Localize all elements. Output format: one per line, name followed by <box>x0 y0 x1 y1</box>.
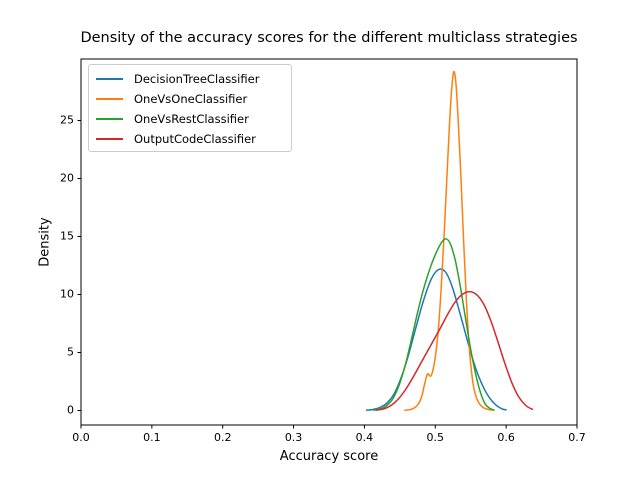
y-tick-label: 20 <box>60 171 74 185</box>
density-curve-DecisionTreeClassifier <box>365 268 507 411</box>
legend-item: OneVsOneClassifier <box>89 89 291 109</box>
x-tick-label: 0.0 <box>72 431 90 444</box>
legend-line-swatch <box>96 118 123 120</box>
legend-line-swatch <box>96 138 123 140</box>
legend-line-swatch <box>96 78 123 80</box>
legend: DecisionTreeClassifier OneVsOneClassifier… <box>88 64 292 152</box>
chart-title: Density of the accuracy scores for the d… <box>80 30 578 46</box>
legend-item: DecisionTreeClassifier <box>89 69 291 89</box>
x-axis-label: Accuracy score <box>279 449 379 464</box>
legend-item: OutputCodeClassifier <box>89 129 291 149</box>
x-tick-label: 0.6 <box>497 431 515 444</box>
y-tick-label: 15 <box>60 229 74 243</box>
legend-item: OneVsRestClassifier <box>89 109 291 129</box>
density-curve-OneVsRestClassifier <box>372 238 495 411</box>
x-tick-label: 0.3 <box>284 431 303 444</box>
y-tick-label: 0 <box>67 403 74 417</box>
legend-label: OutputCodeClassifier <box>134 132 256 146</box>
density-curve-OneVsOneClassifier <box>404 70 495 412</box>
x-tick-label: 0.2 <box>213 431 232 444</box>
density-curve-OutputCodeClassifier <box>375 290 534 411</box>
x-tick-label: 0.1 <box>143 431 161 444</box>
axes-frame <box>80 58 578 426</box>
legend-label: OneVsRestClassifier <box>134 112 249 126</box>
legend-label: OneVsOneClassifier <box>134 92 248 106</box>
y-tick-label: 25 <box>60 113 74 127</box>
legend-line-swatch <box>96 98 123 100</box>
x-tick-label: 0.4 <box>355 431 374 444</box>
x-tick-label: 0.7 <box>568 431 586 444</box>
y-tick-label: 10 <box>60 287 74 301</box>
y-tick-label: 5 <box>67 345 74 359</box>
x-tick-label: 0.5 <box>426 431 445 444</box>
legend-label: DecisionTreeClassifier <box>134 72 260 86</box>
